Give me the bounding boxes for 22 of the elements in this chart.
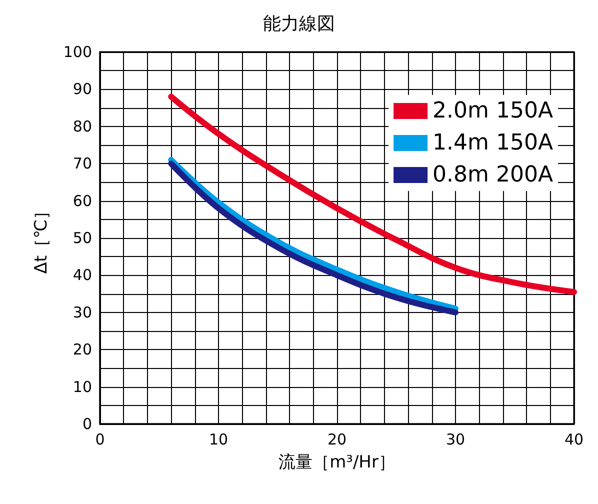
legend-label: 1.4m 150A: [432, 130, 553, 156]
y-tick-label: 60: [72, 192, 92, 210]
y-axis-title: Δt［℃］: [32, 202, 52, 274]
y-tick-label: 40: [72, 266, 92, 284]
y-tick-label: 0: [82, 415, 92, 433]
y-tick-label: 10: [72, 378, 92, 396]
x-axis-title: 流量［m³/Hr］: [278, 452, 396, 472]
chart-title: 能力線図: [263, 14, 335, 34]
y-tick-label: 30: [72, 303, 92, 322]
y-tick-label: 80: [72, 117, 92, 136]
x-tick-label: 0: [95, 430, 105, 448]
y-tick-label: 100: [63, 43, 92, 61]
y-tick-label: 50: [72, 229, 92, 247]
x-tick-label: 40: [564, 430, 584, 448]
x-tick-label: 30: [446, 430, 466, 448]
x-tick-label: 20: [327, 430, 347, 448]
y-tick-label: 20: [72, 340, 92, 359]
y-tick-label: 90: [72, 80, 92, 98]
y-tick-label: 70: [72, 154, 92, 173]
x-tick-label: 10: [208, 430, 228, 448]
legend-label: 2.0m 150A: [432, 98, 553, 124]
legend-label: 0.8m 200A: [432, 162, 553, 188]
